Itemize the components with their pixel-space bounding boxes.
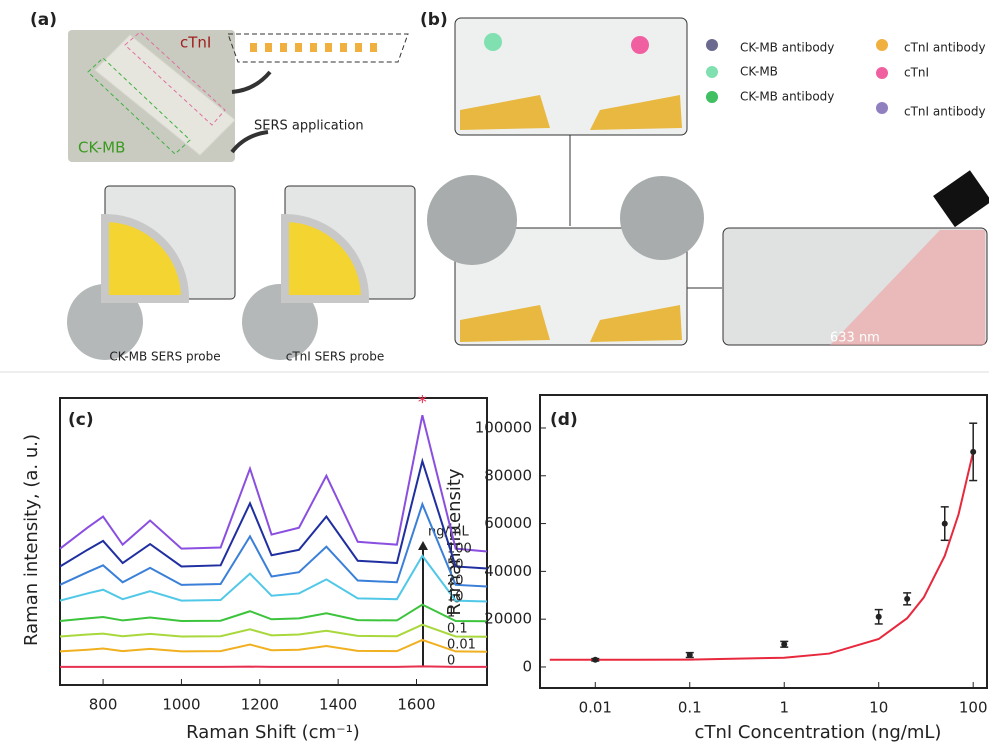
x-tick-label: 1400 bbox=[319, 696, 357, 714]
y-axis-label: Raman intensity, (a. u.) bbox=[21, 434, 42, 646]
legend-label: 0.1 bbox=[447, 622, 468, 637]
laser-label: 633 nm bbox=[830, 331, 880, 346]
legend-label: 20 bbox=[447, 574, 464, 589]
x-tick-label: 800 bbox=[89, 696, 118, 714]
y-tick-label: 80000 bbox=[484, 466, 532, 484]
legend-label: cTnI bbox=[904, 66, 929, 80]
arrow-text: SERS application bbox=[254, 119, 364, 134]
x-tick-label: 1600 bbox=[397, 696, 435, 714]
legend-label: CK-MB antibody bbox=[740, 41, 834, 55]
legend-label: 0.01 bbox=[447, 638, 476, 653]
chip-spots bbox=[250, 43, 377, 52]
arrow bbox=[232, 132, 268, 152]
y-tick-label: 40000 bbox=[484, 562, 532, 580]
probe-label: cTnI SERS probe bbox=[286, 350, 384, 364]
data-point bbox=[876, 614, 882, 620]
y-tick-label: 0 bbox=[522, 657, 532, 675]
x-tick-label: 10 bbox=[869, 699, 888, 717]
annotation: * bbox=[418, 392, 427, 413]
legend-arrow bbox=[418, 541, 428, 550]
x-axis-label: cTnI Concentration (ng/mL) bbox=[695, 722, 942, 743]
legend-label: 10 bbox=[447, 590, 464, 605]
probe-label: CK-MB SERS probe bbox=[109, 350, 220, 364]
objective bbox=[933, 170, 989, 227]
data-point bbox=[904, 596, 910, 602]
antigen bbox=[631, 36, 649, 54]
strip-label: CK-MB bbox=[78, 139, 125, 157]
x-tick-label: 1200 bbox=[241, 696, 279, 714]
legend-label: CK-MB antibody bbox=[740, 90, 834, 104]
probe bbox=[427, 175, 517, 265]
x-axis-label: Raman Shift (cm⁻¹) bbox=[186, 722, 360, 743]
data-point bbox=[687, 652, 693, 658]
data-point bbox=[942, 521, 948, 527]
plot-frame bbox=[540, 395, 987, 688]
y-tick-label: 20000 bbox=[484, 610, 532, 628]
x-tick-label: 100 bbox=[959, 699, 988, 717]
spectrum bbox=[60, 666, 487, 667]
arrow bbox=[232, 72, 270, 92]
legend-label: cTnI antibody bbox=[904, 41, 986, 55]
legend-label: cTnI antibody bbox=[904, 105, 986, 119]
fit-curve bbox=[550, 452, 973, 660]
spectrum bbox=[60, 415, 487, 551]
panel-label: (d) bbox=[550, 410, 578, 430]
x-tick-label: 0.01 bbox=[579, 699, 612, 717]
panel-label: (c) bbox=[68, 410, 94, 430]
page: (a) cTnI CK-MB SERS application CK-MB SE… bbox=[0, 0, 989, 747]
y-tick-label: 60000 bbox=[484, 514, 532, 532]
panel-label: (b) bbox=[420, 10, 448, 30]
strip-label: cTnI bbox=[180, 34, 211, 52]
data-point bbox=[781, 641, 787, 647]
x-tick-label: 1000 bbox=[162, 696, 200, 714]
legend-label: 1 bbox=[447, 606, 455, 621]
panel-label: (a) bbox=[30, 10, 57, 30]
data-point bbox=[592, 657, 598, 663]
x-tick-label: 0.1 bbox=[678, 699, 702, 717]
legend-label: 0 bbox=[447, 654, 455, 669]
y-tick-label: 100000 bbox=[475, 418, 532, 436]
legend-label: CK-MB bbox=[740, 65, 778, 79]
data-point bbox=[970, 449, 976, 455]
antigen bbox=[484, 33, 502, 51]
probe bbox=[620, 176, 704, 260]
figure: (a) cTnI CK-MB SERS application CK-MB SE… bbox=[0, 0, 989, 747]
x-tick-label: 1 bbox=[779, 699, 789, 717]
